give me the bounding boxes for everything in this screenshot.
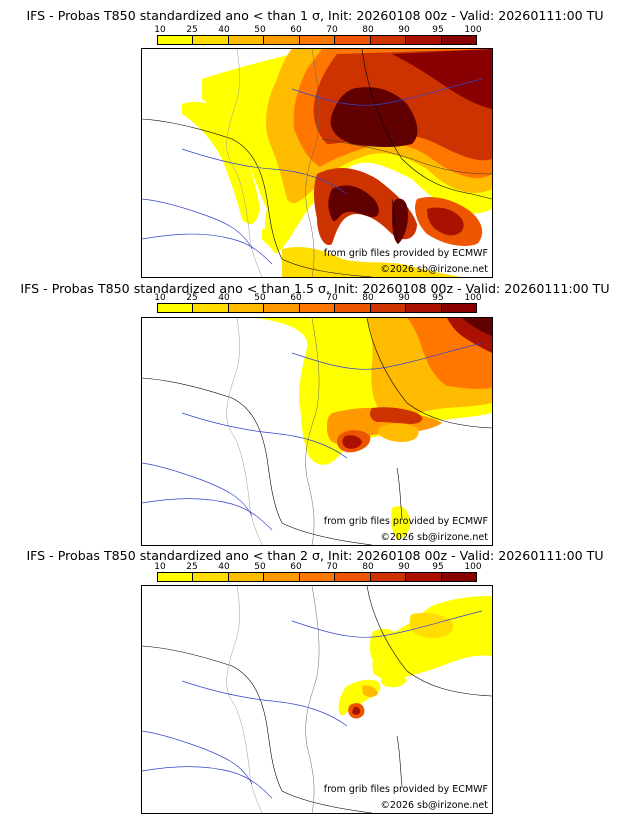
- colorbar-seg: [193, 36, 229, 44]
- tick-10: 10: [154, 562, 166, 572]
- tick-25: 25: [186, 562, 198, 572]
- colorbar-seg: [441, 573, 476, 581]
- tick-60: 60: [290, 562, 302, 572]
- tick-80: 80: [362, 25, 374, 35]
- colorbar-seg: [335, 304, 371, 312]
- panel-2-title: IFS - Probas T850 standardized ano < tha…: [20, 281, 610, 296]
- tick-90: 90: [398, 293, 410, 303]
- panel-3-map: from grib files provided by ECMWF ©2026 …: [141, 585, 493, 814]
- panel-1-credit-grib: from grib files provided by ECMWF: [323, 248, 488, 259]
- colorbar-seg: [370, 573, 407, 581]
- tick-25: 25: [186, 25, 198, 35]
- colorbar-seg: [193, 304, 229, 312]
- tick-25: 25: [186, 293, 198, 303]
- panel-1-colorbar: [157, 35, 477, 45]
- panel-1-credit-site: ©2026 sb@irizone.net: [380, 264, 488, 275]
- colorbar-seg: [228, 36, 265, 44]
- panel-2-map: from grib files provided by ECMWF ©2026 …: [141, 317, 493, 546]
- tick-100: 100: [464, 293, 482, 303]
- colorbar-seg: [335, 36, 371, 44]
- panel-3-credit-site: ©2026 sb@irizone.net: [380, 800, 488, 811]
- colorbar-seg: [441, 36, 476, 44]
- tick-90: 90: [398, 562, 410, 572]
- panel-3-title: IFS - Probas T850 standardized ano < tha…: [26, 548, 604, 563]
- panel-1-title: IFS - Probas T850 standardized ano < tha…: [26, 8, 604, 23]
- tick-50: 50: [254, 293, 266, 303]
- tick-10: 10: [154, 293, 166, 303]
- panel-1-map-canvas: [142, 49, 492, 277]
- tick-95: 95: [432, 562, 444, 572]
- panel-3-colorbar: [157, 572, 477, 582]
- colorbar-seg: [228, 573, 265, 581]
- tick-80: 80: [362, 562, 374, 572]
- colorbar-seg: [193, 573, 229, 581]
- panel-2-colorbar: [157, 303, 477, 313]
- tick-80: 80: [362, 293, 374, 303]
- colorbar-seg: [264, 573, 300, 581]
- panel-1-map: from grib files provided by ECMWF ©2026 …: [141, 48, 493, 278]
- panel-1-colorbar-ticks: 10 25 40 50 60 70 80 90 95 100: [154, 25, 481, 35]
- tick-40: 40: [218, 293, 230, 303]
- tick-90: 90: [398, 25, 410, 35]
- panel-3-colorbar-ticks: 10 25 40 50 60 70 80 90 95 100: [154, 562, 481, 572]
- panel-2-credit-grib: from grib files provided by ECMWF: [323, 516, 488, 527]
- colorbar-seg: [335, 573, 371, 581]
- tick-95: 95: [432, 293, 444, 303]
- tick-70: 70: [326, 293, 338, 303]
- tick-60: 60: [290, 25, 302, 35]
- colorbar-seg: [158, 573, 194, 581]
- tick-100: 100: [464, 562, 482, 572]
- tick-95: 95: [432, 25, 444, 35]
- panel-2-credit-site: ©2026 sb@irizone.net: [380, 532, 488, 543]
- tick-100: 100: [464, 25, 482, 35]
- colorbar-seg: [264, 304, 300, 312]
- colorbar-seg: [299, 36, 336, 44]
- colorbar-seg: [299, 573, 336, 581]
- panel-2-colorbar-ticks: 10 25 40 50 60 70 80 90 95 100: [154, 293, 481, 303]
- tick-70: 70: [326, 25, 338, 35]
- tick-40: 40: [218, 562, 230, 572]
- panel-2-map-canvas: [142, 318, 492, 545]
- tick-60: 60: [290, 293, 302, 303]
- tick-50: 50: [254, 562, 266, 572]
- colorbar-seg: [370, 36, 407, 44]
- panel-3-credit-grib: from grib files provided by ECMWF: [323, 784, 488, 795]
- colorbar-seg: [406, 573, 442, 581]
- colorbar-seg: [158, 304, 194, 312]
- colorbar-seg: [441, 304, 476, 312]
- colorbar-seg: [406, 304, 442, 312]
- colorbar-seg: [158, 36, 194, 44]
- tick-50: 50: [254, 25, 266, 35]
- tick-10: 10: [154, 25, 166, 35]
- tick-40: 40: [218, 25, 230, 35]
- colorbar-seg: [370, 304, 407, 312]
- panel-3-map-canvas: [142, 586, 492, 813]
- colorbar-seg: [228, 304, 265, 312]
- tick-70: 70: [326, 562, 338, 572]
- colorbar-seg: [264, 36, 300, 44]
- colorbar-seg: [299, 304, 336, 312]
- colorbar-seg: [406, 36, 442, 44]
